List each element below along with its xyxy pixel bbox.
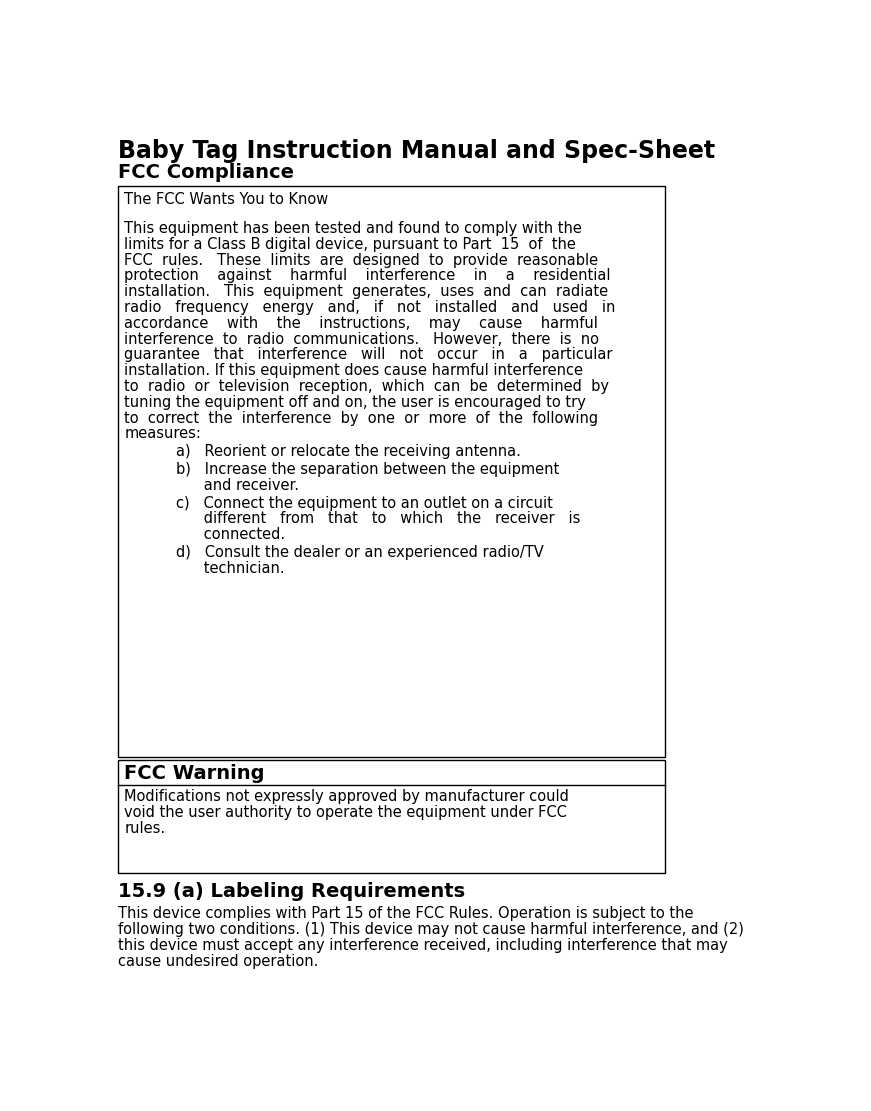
Text: d)   Consult the dealer or an experienced radio/TV: d) Consult the dealer or an experienced …	[176, 546, 544, 560]
Text: installation.   This  equipment  generates,  uses  and  can  radiate: installation. This equipment generates, …	[125, 284, 609, 299]
Text: connected.: connected.	[176, 528, 286, 542]
Text: to  correct  the  interference  by  one  or  more  of  the  following: to correct the interference by one or mo…	[125, 411, 598, 426]
Bar	[118, 760, 665, 872]
Text: radio   frequency   energy   and,   if   not   installed   and   used   in: radio frequency energy and, if not insta…	[125, 300, 616, 316]
Bar	[118, 186, 665, 757]
Text: cause undesired operation.: cause undesired operation.	[118, 953, 319, 969]
Text: Baby Tag Instruction Manual and Spec-Sheet: Baby Tag Instruction Manual and Spec-She…	[118, 140, 715, 163]
Text: and receiver.: and receiver.	[176, 478, 300, 492]
Text: following two conditions. (1) This device may not cause harmful interference, an: following two conditions. (1) This devic…	[118, 922, 744, 938]
Text: installation. If this equipment does cause harmful interference: installation. If this equipment does cau…	[125, 363, 584, 378]
Text: a)   Reorient or relocate the receiving antenna.: a) Reorient or relocate the receiving an…	[176, 443, 521, 459]
Text: measures:: measures:	[125, 427, 201, 441]
Text: tuning the equipment off and on, the user is encouraged to try: tuning the equipment off and on, the use…	[125, 394, 586, 410]
Text: different   from   that   to   which   the   receiver   is: different from that to which the receive…	[176, 511, 581, 527]
Text: guarantee   that   interference   will   not   occur   in   a   particular: guarantee that interference will not occ…	[125, 348, 613, 362]
Text: FCC  rules.   These  limits  are  designed  to  provide  reasonable: FCC rules. These limits are designed to …	[125, 252, 598, 268]
Text: rules.: rules.	[125, 821, 165, 835]
Text: this device must accept any interference received, including interference that m: this device must accept any interference…	[118, 938, 728, 953]
Text: b)   Increase the separation between the equipment: b) Increase the separation between the e…	[176, 462, 559, 477]
Text: interference  to  radio  communications.   However,  there  is  no: interference to radio communications. Ho…	[125, 331, 599, 347]
Text: The FCC Wants You to Know: The FCC Wants You to Know	[125, 192, 328, 207]
Text: 15.9 (a) Labeling Requirements: 15.9 (a) Labeling Requirements	[118, 882, 465, 901]
Text: technician.: technician.	[176, 561, 285, 577]
Text: accordance    with    the    instructions,    may    cause    harmful: accordance with the instructions, may ca…	[125, 316, 598, 331]
Text: This equipment has been tested and found to comply with the: This equipment has been tested and found…	[125, 221, 582, 237]
Text: FCC Warning: FCC Warning	[125, 764, 265, 783]
Text: Modifications not expressly approved by manufacturer could: Modifications not expressly approved by …	[125, 789, 570, 804]
Text: protection    against    harmful    interference    in    a    residential: protection against harmful interference …	[125, 269, 611, 283]
Text: limits for a Class B digital device, pursuant to Part  15  of  the: limits for a Class B digital device, pur…	[125, 237, 577, 252]
Text: This device complies with Part 15 of the FCC Rules. Operation is subject to the: This device complies with Part 15 of the…	[118, 907, 693, 921]
Text: to  radio  or  television  reception,  which  can  be  determined  by: to radio or television reception, which …	[125, 379, 610, 394]
Text: FCC Compliance: FCC Compliance	[118, 162, 294, 181]
Text: c)   Connect the equipment to an outlet on a circuit: c) Connect the equipment to an outlet on…	[176, 496, 553, 511]
Text: void the user authority to operate the equipment under FCC: void the user authority to operate the e…	[125, 805, 567, 820]
